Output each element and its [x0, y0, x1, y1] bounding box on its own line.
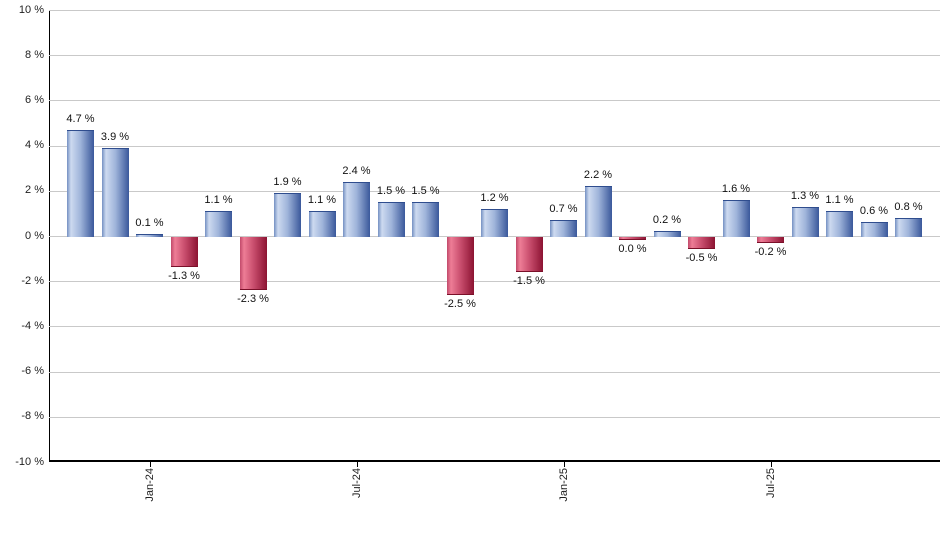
- gridline: [49, 326, 940, 328]
- bar[interactable]: [584, 186, 612, 237]
- bar[interactable]: [619, 237, 646, 240]
- bar[interactable]: [170, 237, 198, 268]
- gridline: [49, 55, 940, 57]
- bar-value-label: 1.9 %: [273, 176, 302, 189]
- bar[interactable]: [67, 129, 94, 237]
- bar[interactable]: [446, 237, 474, 295]
- y-axis-label: 6 %: [25, 93, 44, 106]
- bar-value-label: -1.5 %: [513, 274, 545, 287]
- x-axis-label: Jul-24: [350, 468, 363, 498]
- bar-value-label: -1.3 %: [168, 270, 200, 283]
- y-axis-label: 10 %: [18, 3, 44, 16]
- bar-value-label: -0.5 %: [685, 252, 718, 265]
- x-axis-tick: [770, 462, 772, 467]
- bar-value-label: 4.7 %: [66, 112, 95, 125]
- bar[interactable]: [308, 211, 336, 237]
- bar-value-label: 1.1 %: [307, 194, 337, 207]
- gridline: [49, 100, 940, 102]
- x-axis-line: [49, 460, 940, 462]
- bar-value-label: -2.3 %: [237, 292, 269, 305]
- bar[interactable]: [205, 211, 232, 237]
- bar-value-label: 1.2 %: [480, 191, 509, 204]
- bar-value-label: -2.5 %: [444, 297, 476, 310]
- bar-value-label: -0.2 %: [754, 245, 787, 258]
- bar-value-label: 1.5 %: [376, 185, 406, 198]
- x-axis-tick: [356, 462, 358, 467]
- y-axis-label: -2 %: [21, 274, 44, 287]
- bar[interactable]: [688, 237, 715, 250]
- bar-value-label: 1.6 %: [721, 182, 751, 195]
- bar-value-label: 3.9 %: [100, 130, 130, 143]
- y-axis-label: 2 %: [25, 184, 44, 197]
- gridline: [49, 281, 940, 283]
- y-axis-label: -6 %: [21, 365, 44, 378]
- bar[interactable]: [826, 211, 853, 237]
- gridline: [49, 190, 940, 192]
- bar[interactable]: [653, 231, 681, 237]
- bar-value-label: 0.0 %: [618, 242, 647, 255]
- y-axis-label: 4 %: [25, 139, 44, 152]
- bar-value-label: 0.8 %: [894, 200, 923, 213]
- y-axis-label: -8 %: [21, 410, 44, 423]
- bar[interactable]: [101, 147, 129, 237]
- gridline: [49, 145, 940, 147]
- bar-value-label: 1.1 %: [204, 194, 233, 207]
- x-axis-label: Jan-25: [557, 468, 570, 502]
- x-axis-label: Jan-24: [143, 468, 156, 502]
- gridline: [49, 371, 940, 373]
- bar-value-label: 2.2 %: [583, 169, 613, 182]
- bar[interactable]: [550, 220, 577, 237]
- bar[interactable]: [895, 217, 922, 237]
- bar-value-label: 0.2 %: [652, 214, 682, 227]
- bar-value-label: 2.4 %: [342, 164, 371, 177]
- bar[interactable]: [515, 237, 543, 272]
- bar-value-label: 0.6 %: [859, 205, 889, 218]
- bar[interactable]: [136, 233, 163, 237]
- x-axis-tick: [149, 462, 151, 467]
- bar[interactable]: [860, 222, 888, 237]
- bar-value-label: 1.5 %: [411, 185, 440, 198]
- bar[interactable]: [481, 208, 508, 237]
- bar-value-label: 1.1 %: [825, 194, 854, 207]
- y-axis-label: 0 %: [25, 229, 44, 242]
- bar[interactable]: [791, 206, 819, 237]
- bar-value-label: 1.3 %: [790, 189, 820, 202]
- bar-value-label: 0.1 %: [135, 216, 164, 229]
- plot-area: [49, 10, 940, 462]
- y-axis-label: -10 %: [15, 455, 44, 468]
- x-axis-label: Jul-25: [764, 468, 777, 498]
- bar-value-label: 0.7 %: [549, 203, 578, 216]
- bar[interactable]: [377, 202, 405, 237]
- bar[interactable]: [274, 193, 301, 237]
- bar[interactable]: [757, 237, 784, 243]
- y-axis-label: -4 %: [21, 319, 44, 332]
- bar[interactable]: [412, 202, 439, 237]
- y-axis-label: 8 %: [25, 48, 44, 61]
- gridline: [49, 416, 940, 418]
- gridline: [49, 10, 940, 11]
- bar[interactable]: [239, 237, 267, 290]
- bar[interactable]: [722, 199, 750, 237]
- bar[interactable]: [343, 181, 370, 237]
- x-axis-tick: [563, 462, 565, 467]
